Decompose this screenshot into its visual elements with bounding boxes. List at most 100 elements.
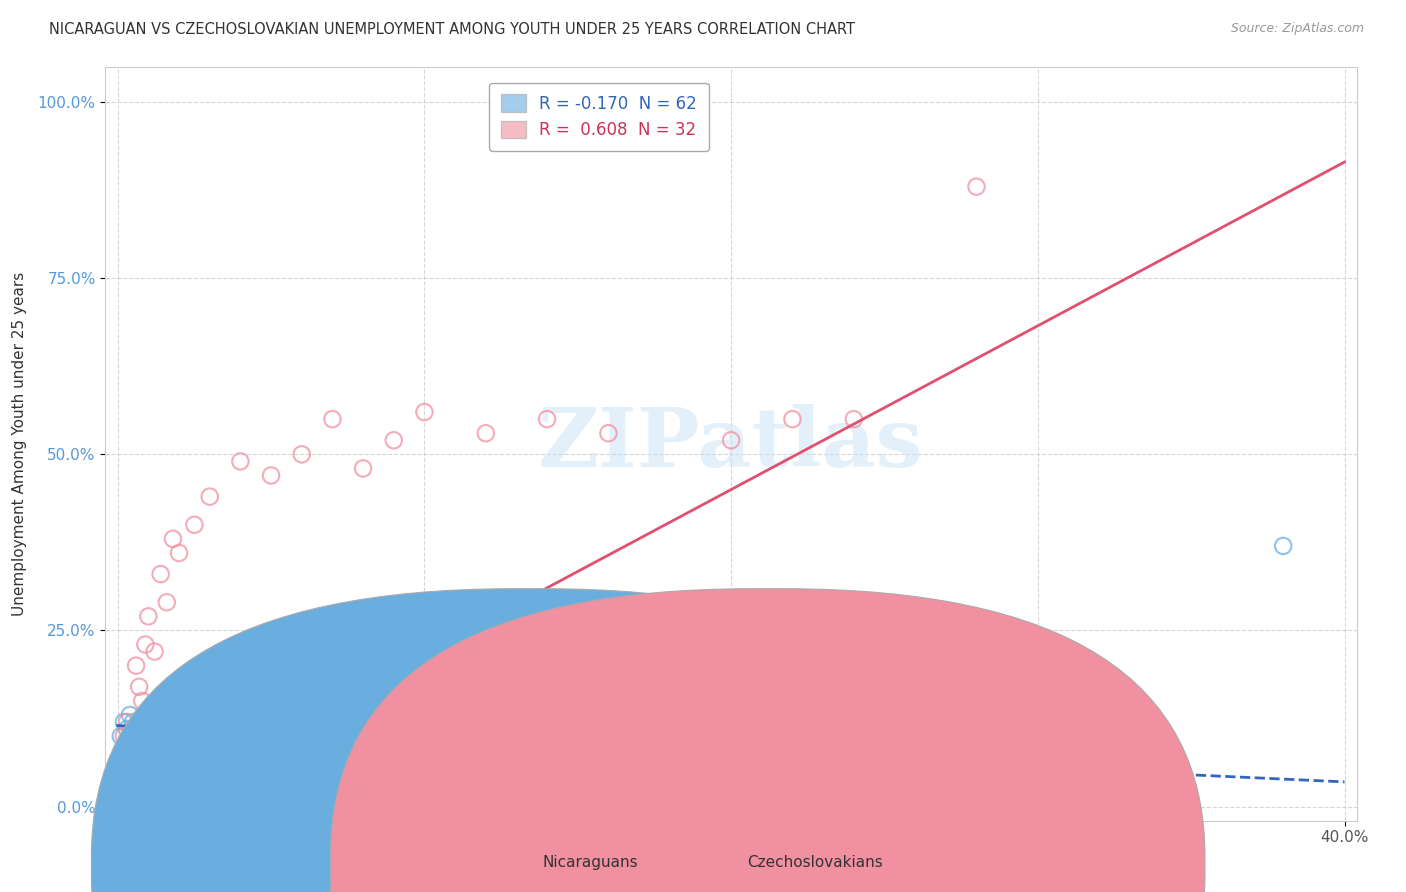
Point	[110, 729, 132, 743]
Point	[198, 490, 221, 504]
Point	[183, 517, 205, 532]
Point	[352, 461, 374, 475]
Text: ZIPatlas: ZIPatlas	[538, 404, 924, 483]
Point	[474, 743, 496, 757]
Point	[115, 743, 138, 757]
Point	[122, 714, 145, 729]
Point	[115, 736, 138, 750]
Text: Czechoslovakians: Czechoslovakians	[748, 855, 883, 870]
Point	[811, 764, 834, 779]
Point	[149, 729, 172, 743]
Point	[143, 644, 166, 658]
Point	[115, 722, 138, 736]
Point	[152, 714, 174, 729]
Text: NICARAGUAN VS CZECHOSLOVAKIAN UNEMPLOYMENT AMONG YOUTH UNDER 25 YEARS CORRELATIO: NICARAGUAN VS CZECHOSLOVAKIAN UNEMPLOYME…	[49, 22, 855, 37]
Point	[162, 729, 184, 743]
Point	[444, 736, 467, 750]
Point	[172, 736, 194, 750]
Point	[205, 694, 228, 708]
FancyBboxPatch shape	[330, 589, 1205, 892]
Point	[842, 412, 865, 426]
Point	[112, 714, 135, 729]
Point	[720, 434, 742, 448]
Point	[966, 764, 988, 779]
Point	[134, 736, 156, 750]
Point	[118, 708, 141, 723]
Point	[125, 658, 148, 673]
Point	[122, 750, 145, 764]
Point	[873, 757, 896, 772]
Point	[122, 736, 145, 750]
Point	[224, 701, 246, 715]
Point	[782, 412, 804, 426]
Point	[413, 405, 436, 419]
Point	[131, 694, 153, 708]
Point	[138, 609, 160, 624]
Point	[751, 757, 773, 772]
Point	[143, 722, 166, 736]
Point	[229, 454, 252, 468]
Point	[321, 412, 343, 426]
Point	[291, 708, 314, 723]
Point	[112, 729, 135, 743]
Point	[141, 736, 163, 750]
Point	[162, 532, 184, 546]
Point	[413, 722, 436, 736]
Point	[138, 708, 160, 723]
Point	[321, 687, 343, 701]
Point	[115, 750, 138, 764]
Point	[112, 743, 135, 757]
Point	[128, 680, 150, 694]
Point	[352, 714, 374, 729]
Point	[159, 722, 181, 736]
Point	[125, 743, 148, 757]
Point	[260, 694, 283, 708]
Point	[536, 412, 558, 426]
Point	[110, 750, 132, 764]
Point	[567, 736, 589, 750]
Legend: R = -0.170  N = 62, R =  0.608  N = 32: R = -0.170 N = 62, R = 0.608 N = 32	[489, 83, 709, 151]
Point	[118, 743, 141, 757]
Point	[658, 750, 681, 764]
Point	[138, 729, 160, 743]
Point	[382, 434, 405, 448]
Point	[167, 546, 190, 560]
Point	[245, 687, 267, 701]
Point	[128, 750, 150, 764]
Point	[598, 426, 620, 441]
Point	[156, 595, 179, 609]
Text: Source: ZipAtlas.com: Source: ZipAtlas.com	[1230, 22, 1364, 36]
Point	[146, 743, 169, 757]
Point	[1272, 539, 1295, 553]
Point	[149, 567, 172, 582]
Text: Nicaraguans: Nicaraguans	[543, 855, 638, 870]
Point	[115, 714, 138, 729]
Point	[474, 426, 496, 441]
Point	[122, 722, 145, 736]
Point	[505, 750, 527, 764]
FancyBboxPatch shape	[91, 589, 966, 892]
Point	[156, 736, 179, 750]
Point	[235, 658, 257, 673]
Point	[118, 729, 141, 743]
Point	[276, 680, 298, 694]
Point	[128, 736, 150, 750]
Point	[1057, 772, 1080, 786]
Point	[190, 687, 212, 701]
Point	[167, 714, 190, 729]
Point	[118, 736, 141, 750]
Point	[131, 743, 153, 757]
Point	[128, 714, 150, 729]
Point	[291, 447, 314, 461]
Point	[214, 673, 236, 687]
Point	[134, 638, 156, 652]
Point	[720, 750, 742, 764]
Point	[125, 722, 148, 736]
Point	[183, 722, 205, 736]
Y-axis label: Unemployment Among Youth under 25 years: Unemployment Among Youth under 25 years	[11, 272, 27, 615]
Point	[382, 729, 405, 743]
Point	[598, 743, 620, 757]
Point	[966, 179, 988, 194]
Point	[131, 722, 153, 736]
Point	[174, 701, 197, 715]
